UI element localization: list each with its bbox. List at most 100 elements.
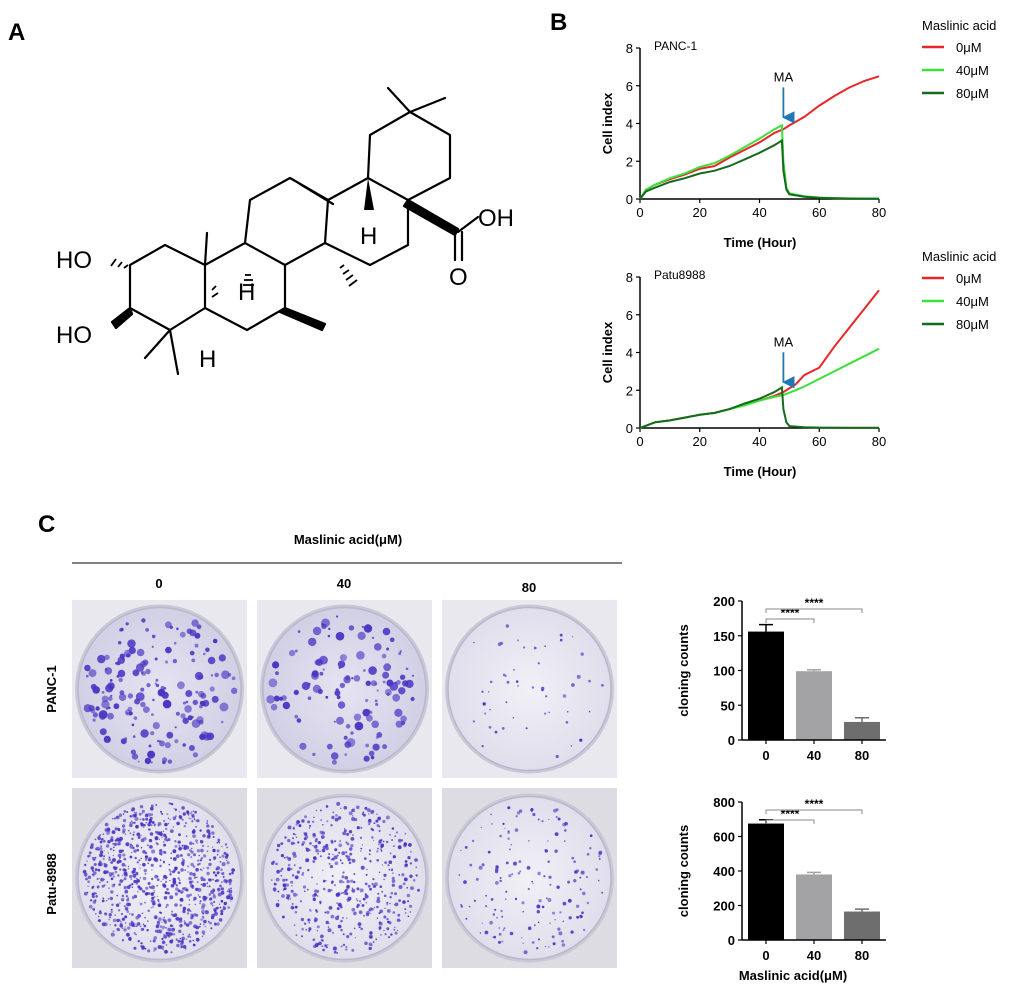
colony-dot — [107, 840, 111, 844]
colony-dot — [157, 739, 160, 743]
colony-dot — [104, 654, 110, 660]
colony-dot — [375, 938, 378, 941]
colony-dot — [169, 829, 174, 833]
colony-dot — [216, 866, 221, 870]
colony-dot — [417, 888, 420, 892]
colony-dot — [380, 843, 385, 848]
colony-dot — [386, 647, 390, 651]
colony-dot — [460, 905, 463, 908]
colony-dot — [170, 924, 173, 927]
colony-dot — [369, 860, 372, 863]
colony-dot — [586, 901, 589, 905]
colony-dot — [365, 901, 368, 904]
colony-dot — [212, 894, 217, 899]
x-axis-label: Time (Hour) — [724, 235, 797, 250]
colony-dot — [460, 849, 462, 852]
colony-dot — [112, 866, 116, 869]
colony-dot — [178, 815, 183, 819]
colony-dot — [180, 854, 183, 857]
colony-dot — [576, 915, 579, 919]
colony-dot — [170, 951, 173, 954]
colony-dot — [156, 929, 161, 934]
colony-dot — [129, 815, 133, 818]
colony-dot — [409, 911, 412, 913]
colony-dot — [220, 881, 223, 884]
colony-dot — [155, 842, 158, 844]
colony-dot — [112, 817, 114, 820]
colony-dot — [345, 888, 348, 892]
colony-dot — [371, 636, 375, 640]
legend-label: 40μM — [956, 294, 989, 309]
colony-dot — [131, 913, 134, 916]
colony-dot — [335, 892, 340, 897]
colony-dot — [100, 845, 103, 848]
colony-dot — [91, 886, 94, 889]
colony-dot — [150, 804, 154, 808]
colony-dot — [90, 899, 93, 902]
colony-dot — [473, 899, 476, 902]
colony-dot — [162, 830, 165, 832]
colony-dot — [201, 905, 205, 910]
colony-dot — [179, 917, 183, 921]
colony-dot — [294, 905, 298, 909]
colony-dot — [308, 637, 317, 647]
colony-dot — [405, 667, 409, 671]
colony-dot — [165, 906, 167, 908]
colony-dot — [132, 833, 135, 836]
colony-dot — [311, 876, 313, 879]
colony-dot — [183, 845, 188, 849]
colony-dot — [547, 898, 552, 902]
colony-dot — [150, 892, 154, 896]
colony-dot — [121, 862, 126, 867]
colony-dot — [110, 910, 113, 914]
colony-dot — [532, 882, 534, 885]
colony-dot — [316, 883, 318, 885]
significance-label: **** — [781, 606, 800, 620]
colony-dot — [213, 858, 216, 861]
x-tick-label: 40 — [807, 748, 821, 763]
colony-dot — [109, 896, 114, 901]
colony-dot — [129, 939, 132, 942]
colony-dot — [98, 911, 102, 915]
colony-dot — [493, 935, 497, 939]
colony-dot — [103, 735, 111, 744]
colony-dot — [165, 646, 172, 654]
colony-dot — [370, 936, 373, 939]
colony-dot — [184, 705, 192, 713]
colony-dot — [99, 881, 101, 884]
colony-dot — [187, 908, 191, 912]
colony-dot — [165, 621, 172, 629]
series-line-80μM — [639, 385, 879, 429]
colony-dot — [169, 879, 171, 882]
colony-dot — [189, 936, 192, 938]
colony-dot — [527, 926, 532, 931]
colony-dot — [146, 929, 149, 932]
significance-label: **** — [805, 797, 824, 811]
colony-dot — [150, 731, 155, 736]
colony-dot — [218, 918, 223, 922]
colony-dot — [562, 920, 565, 923]
colony-dot — [484, 712, 487, 715]
colony-dot — [118, 929, 121, 932]
colony-dot — [135, 844, 139, 848]
colony-dot — [521, 937, 523, 939]
colony-dot — [151, 713, 154, 716]
colony-dot — [358, 910, 363, 915]
colony-dot — [163, 933, 165, 936]
dish — [77, 795, 242, 961]
colony-dot — [311, 670, 319, 678]
colony-dot — [333, 855, 338, 860]
colony-dot — [523, 950, 528, 955]
colony-dot — [372, 941, 375, 943]
colony-dot — [156, 884, 158, 887]
colony-dot — [389, 896, 392, 899]
colony-dot — [138, 812, 142, 816]
colony-dot — [195, 867, 199, 872]
colony-dot — [361, 625, 364, 629]
x-tick-label: 60 — [812, 205, 826, 220]
colony-dot — [324, 845, 327, 848]
colony-dot — [327, 888, 332, 893]
colony-dot — [340, 928, 343, 932]
colony-dot — [302, 841, 306, 844]
